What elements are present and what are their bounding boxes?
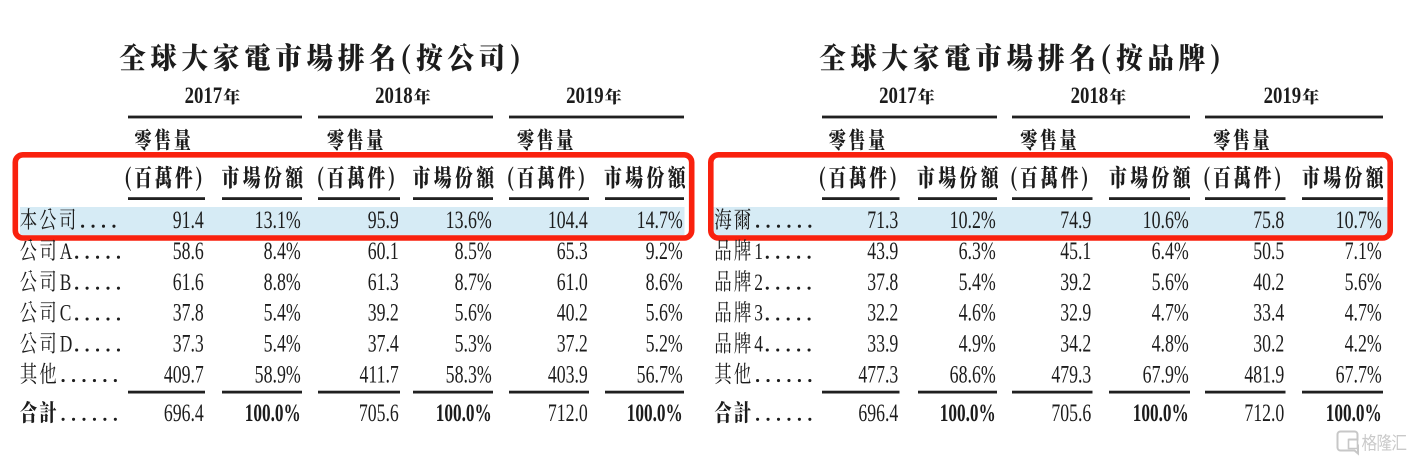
svg-text:2018: 2018 <box>1071 82 1109 109</box>
svg-text:37.8: 37.8 <box>173 299 204 327</box>
svg-text:8.8%: 8.8% <box>264 268 301 296</box>
svg-text:B: B <box>60 271 72 296</box>
svg-text:479.3: 479.3 <box>1051 360 1091 388</box>
svg-text:4.6%: 4.6% <box>959 299 996 327</box>
svg-text:60.1: 60.1 <box>368 237 399 265</box>
svg-text:40.2: 40.2 <box>557 299 588 327</box>
svg-text:33.9: 33.9 <box>867 330 898 358</box>
svg-text:705.6: 705.6 <box>359 399 399 427</box>
svg-text:67.9%: 67.9% <box>1143 360 1189 388</box>
svg-text:4.2%: 4.2% <box>1345 330 1382 358</box>
svg-text:2019: 2019 <box>1264 82 1302 109</box>
svg-text:2019: 2019 <box>566 82 604 109</box>
svg-text:4: 4 <box>754 332 763 357</box>
svg-text:4.7%: 4.7% <box>1152 299 1189 327</box>
svg-text:8.7%: 8.7% <box>455 268 492 296</box>
svg-text:5.6%: 5.6% <box>1152 268 1189 296</box>
svg-text:5.6%: 5.6% <box>1345 268 1382 296</box>
svg-text:409.7: 409.7 <box>164 360 204 388</box>
svg-text:5.3%: 5.3% <box>455 330 492 358</box>
svg-text:95.9: 95.9 <box>368 206 399 234</box>
svg-text:39.2: 39.2 <box>368 299 399 327</box>
svg-text:411.7: 411.7 <box>360 360 399 388</box>
svg-text:40.2: 40.2 <box>1253 268 1284 296</box>
svg-text:100.0%: 100.0% <box>940 399 996 427</box>
svg-text:7.1%: 7.1% <box>1345 237 1382 265</box>
svg-text:75.8: 75.8 <box>1253 206 1284 234</box>
svg-text:705.6: 705.6 <box>1051 399 1091 427</box>
svg-text:5.4%: 5.4% <box>264 299 301 327</box>
svg-text:2018: 2018 <box>375 82 413 109</box>
svg-text:D: D <box>60 332 73 357</box>
svg-text:5.6%: 5.6% <box>455 299 492 327</box>
svg-text:37.8: 37.8 <box>867 268 898 296</box>
svg-text:5.2%: 5.2% <box>646 330 683 358</box>
svg-text:C: C <box>60 301 72 326</box>
svg-text:100.0%: 100.0% <box>436 399 492 427</box>
svg-text:13.1%: 13.1% <box>255 206 301 234</box>
svg-text:13.6%: 13.6% <box>446 206 492 234</box>
svg-text:71.3: 71.3 <box>867 206 898 234</box>
svg-text:8.5%: 8.5% <box>455 237 492 265</box>
svg-text:8.6%: 8.6% <box>646 268 683 296</box>
svg-text:100.0%: 100.0% <box>1326 399 1382 427</box>
svg-text:43.9: 43.9 <box>867 237 898 265</box>
svg-text:3: 3 <box>754 301 763 326</box>
svg-text:481.9: 481.9 <box>1244 360 1284 388</box>
svg-text:5.4%: 5.4% <box>959 268 996 296</box>
svg-text:32.9: 32.9 <box>1060 299 1091 327</box>
svg-text:61.3: 61.3 <box>368 268 399 296</box>
svg-text:5.6%: 5.6% <box>646 299 683 327</box>
svg-text:30.2: 30.2 <box>1253 330 1284 358</box>
svg-text:50.5: 50.5 <box>1253 237 1284 265</box>
svg-text:58.6: 58.6 <box>173 237 204 265</box>
svg-text:4.9%: 4.9% <box>959 330 996 358</box>
svg-text:6.3%: 6.3% <box>959 237 996 265</box>
svg-text:10.7%: 10.7% <box>1336 206 1382 234</box>
svg-text:10.6%: 10.6% <box>1143 206 1189 234</box>
svg-text:10.2%: 10.2% <box>950 206 996 234</box>
svg-text:712.0: 712.0 <box>548 399 588 427</box>
svg-text:100.0%: 100.0% <box>245 399 301 427</box>
svg-text:A: A <box>60 240 73 265</box>
svg-text:100.0%: 100.0% <box>1133 399 1189 427</box>
svg-text:68.6%: 68.6% <box>950 360 996 388</box>
svg-text:33.4: 33.4 <box>1253 299 1284 327</box>
svg-text:32.2: 32.2 <box>867 299 898 327</box>
svg-text:39.2: 39.2 <box>1060 268 1091 296</box>
svg-text:1: 1 <box>754 240 763 265</box>
svg-text:104.4: 104.4 <box>548 206 588 234</box>
svg-text:2017: 2017 <box>185 82 223 109</box>
svg-text:61.0: 61.0 <box>557 268 588 296</box>
svg-text:4.8%: 4.8% <box>1152 330 1189 358</box>
svg-text:65.3: 65.3 <box>557 237 588 265</box>
svg-text:45.1: 45.1 <box>1060 237 1091 265</box>
svg-text:74.9: 74.9 <box>1060 206 1091 234</box>
svg-text:696.4: 696.4 <box>164 399 204 427</box>
svg-text:403.9: 403.9 <box>548 360 588 388</box>
svg-text:2017: 2017 <box>879 82 917 109</box>
svg-text:37.3: 37.3 <box>173 330 204 358</box>
svg-text:34.2: 34.2 <box>1060 330 1091 358</box>
svg-text:8.4%: 8.4% <box>264 237 301 265</box>
svg-text:67.7%: 67.7% <box>1336 360 1382 388</box>
svg-text:2: 2 <box>754 271 763 296</box>
svg-text:9.2%: 9.2% <box>646 237 683 265</box>
svg-text:712.0: 712.0 <box>1244 399 1284 427</box>
svg-text:6.4%: 6.4% <box>1152 237 1189 265</box>
svg-text:37.2: 37.2 <box>557 330 588 358</box>
svg-text:14.7%: 14.7% <box>637 206 683 234</box>
svg-text:58.3%: 58.3% <box>446 360 492 388</box>
svg-text:37.4: 37.4 <box>368 330 399 358</box>
svg-text:100.0%: 100.0% <box>627 399 683 427</box>
svg-text:696.4: 696.4 <box>858 399 898 427</box>
svg-text:61.6: 61.6 <box>173 268 204 296</box>
svg-text:477.3: 477.3 <box>858 360 898 388</box>
svg-text:4.7%: 4.7% <box>1345 299 1382 327</box>
svg-text:58.9%: 58.9% <box>255 360 301 388</box>
svg-text:91.4: 91.4 <box>173 206 204 234</box>
svg-text:56.7%: 56.7% <box>637 360 683 388</box>
svg-text:5.4%: 5.4% <box>264 330 301 358</box>
